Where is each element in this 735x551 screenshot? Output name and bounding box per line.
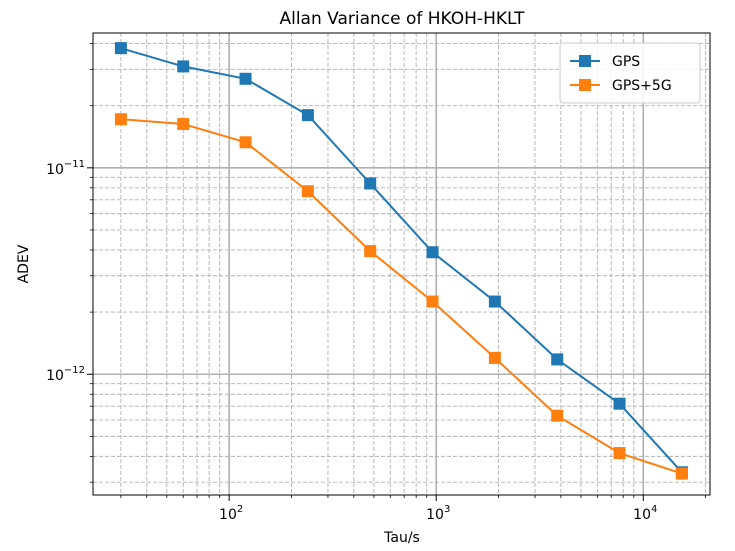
plot-frame xyxy=(92,32,711,496)
legend-entry-1: GPS+5G xyxy=(612,78,672,94)
legend: GPS GPS+5G xyxy=(559,42,701,104)
data-point-1 xyxy=(551,409,564,422)
x-tick-label: 102 xyxy=(219,504,243,523)
data-point-0 xyxy=(114,42,127,55)
data-point-0 xyxy=(426,246,439,259)
data-point-1 xyxy=(613,447,626,460)
data-point-0 xyxy=(488,295,501,308)
legend-marker-1 xyxy=(579,79,591,91)
data-point-0 xyxy=(177,60,190,73)
axis-ticks: 102 103 104 10−11 10−12 xyxy=(46,43,707,523)
data-point-1 xyxy=(675,467,688,480)
data-point-0 xyxy=(613,397,626,410)
series-line-1 xyxy=(120,118,683,475)
legend-box xyxy=(559,42,701,104)
legend-entry-0: GPS xyxy=(612,54,640,70)
data-point-1 xyxy=(364,245,377,258)
series-line-0 xyxy=(120,47,683,473)
x-axis-label: Tau/s xyxy=(383,530,420,546)
chart-title: Allan Variance of HKOH-HKLT xyxy=(279,9,525,29)
x-tick-label: 103 xyxy=(426,504,450,523)
series-layer xyxy=(114,42,688,480)
data-point-0 xyxy=(301,109,314,122)
data-point-1 xyxy=(301,185,314,198)
y-tick-label: 10−11 xyxy=(46,159,85,178)
data-point-0 xyxy=(551,353,564,366)
data-point-0 xyxy=(364,177,377,190)
data-point-1 xyxy=(488,351,501,364)
data-point-0 xyxy=(239,72,252,85)
data-point-1 xyxy=(426,295,439,308)
y-tick-label: 10−12 xyxy=(46,365,85,384)
data-point-1 xyxy=(177,118,190,131)
data-point-1 xyxy=(239,136,252,149)
x-tick-label: 104 xyxy=(633,504,657,523)
legend-marker-0 xyxy=(579,55,591,67)
data-point-1 xyxy=(114,113,127,126)
y-axis-label: ADEV xyxy=(16,244,32,283)
major-grid xyxy=(93,33,710,495)
